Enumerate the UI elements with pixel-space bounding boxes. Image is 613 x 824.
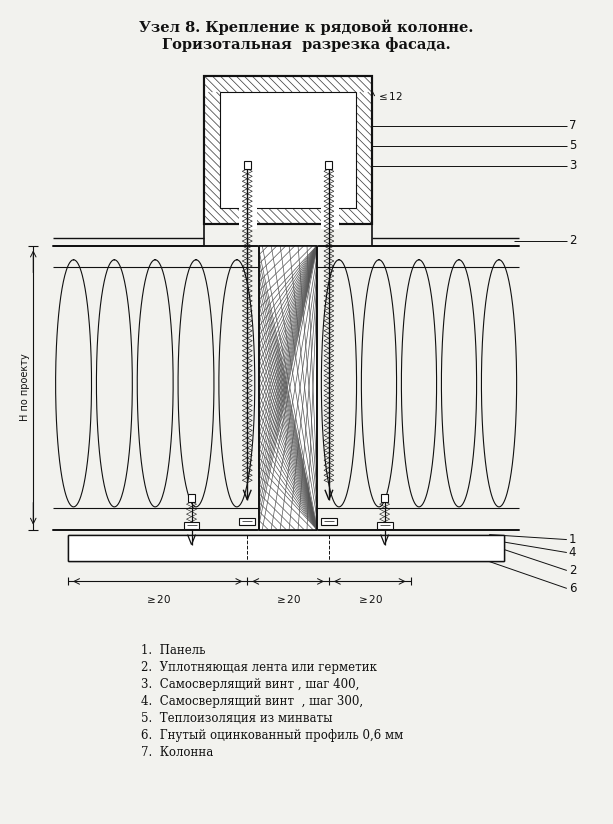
Text: Узел 8. Крепление к рядовой колонне.: Узел 8. Крепление к рядовой колонне. xyxy=(139,19,473,35)
Bar xyxy=(376,522,392,529)
Bar xyxy=(239,164,257,228)
Text: $\geq$20: $\geq$20 xyxy=(275,593,302,606)
Bar xyxy=(239,517,255,525)
Bar xyxy=(381,494,388,502)
Text: 5.  Теплоизоляция из минваты: 5. Теплоизоляция из минваты xyxy=(141,712,332,725)
Bar xyxy=(321,164,339,228)
Text: Горизотальная  разрезка фасада.: Горизотальная разрезка фасада. xyxy=(162,37,451,52)
Bar xyxy=(205,76,371,223)
Text: 3.  Самосверлящий винт , шаг 400,: 3. Самосверлящий винт , шаг 400, xyxy=(141,678,359,691)
Bar xyxy=(183,522,199,529)
Text: 7: 7 xyxy=(569,119,576,133)
Text: 6: 6 xyxy=(569,582,576,595)
Text: 2: 2 xyxy=(569,564,576,577)
Text: 6.  Гнутый оцинкованный профиль 0,6 мм: 6. Гнутый оцинкованный профиль 0,6 мм xyxy=(141,729,403,742)
Bar xyxy=(205,76,371,223)
Bar xyxy=(221,92,356,208)
Bar xyxy=(244,161,251,169)
Text: $\geq$20: $\geq$20 xyxy=(144,593,171,606)
Text: 3: 3 xyxy=(569,159,576,172)
Text: 4.  Самосверлящий винт  , шаг 300,: 4. Самосверлящий винт , шаг 300, xyxy=(141,695,363,708)
Bar xyxy=(321,517,337,525)
Bar xyxy=(259,246,317,530)
Text: Н по проекту: Н по проекту xyxy=(20,353,30,421)
Text: 1: 1 xyxy=(569,533,576,546)
Text: $\geq$20: $\geq$20 xyxy=(356,593,383,606)
Text: 7.  Колонна: 7. Колонна xyxy=(141,746,213,759)
Text: 4: 4 xyxy=(569,546,576,559)
Text: 5: 5 xyxy=(569,139,576,152)
Text: 1.  Панель: 1. Панель xyxy=(141,644,205,658)
Bar xyxy=(68,535,504,561)
Text: $\leq$12: $\leq$12 xyxy=(376,90,403,102)
Text: 2: 2 xyxy=(569,234,576,247)
Bar xyxy=(188,494,195,502)
Text: 2.  Уплотняющая лента или герметик: 2. Уплотняющая лента или герметик xyxy=(141,661,376,674)
Bar xyxy=(326,161,332,169)
